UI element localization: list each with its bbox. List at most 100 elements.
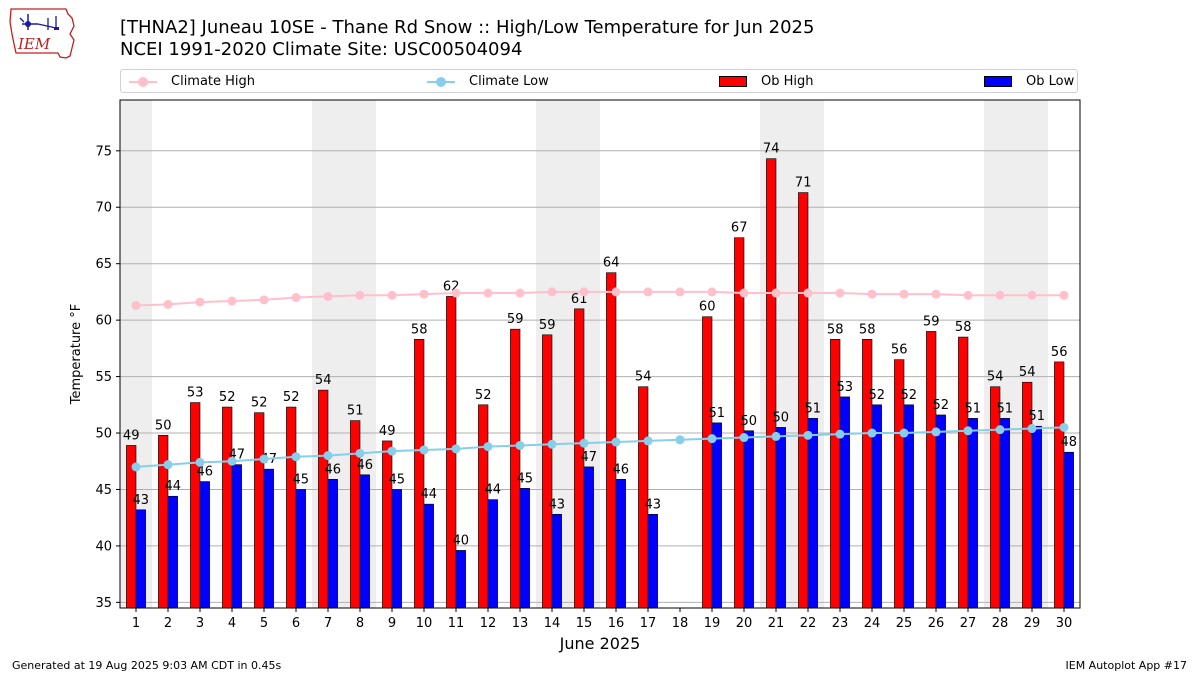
ob-low-value-label: 51	[965, 401, 982, 416]
ob-low-value-label: 46	[197, 465, 214, 480]
ob-low-bar	[359, 474, 370, 609]
ob-high-bar	[190, 402, 201, 609]
ob-low-bar	[967, 418, 978, 609]
y-tick-label: 65	[95, 257, 112, 272]
ob-high-bar	[286, 406, 297, 609]
climate-high-point	[675, 287, 685, 297]
ob-low-bar	[615, 479, 626, 609]
climate-high-point	[323, 291, 333, 301]
ob-high-value-label: 58	[859, 322, 876, 337]
ob-high-value-label: 51	[347, 404, 364, 419]
ob-high-value-label: 58	[827, 322, 844, 337]
y-tick-label: 45	[95, 483, 112, 498]
ob-low-value-label: 46	[357, 458, 374, 473]
chart-title: [THNA2] Juneau 10SE - Thane Rd Snow :: H…	[120, 17, 815, 38]
climate-low-point	[547, 439, 557, 449]
x-tick-label: 21	[768, 616, 785, 631]
ob-high-bar	[862, 339, 873, 609]
x-tick-label: 20	[736, 616, 753, 631]
legend-label: Climate High	[171, 74, 256, 89]
ob-high-value-label: 52	[283, 390, 300, 405]
ob-low-bar	[1063, 451, 1074, 609]
ob-high-value-label: 59	[539, 318, 556, 333]
climate-low-marker	[436, 77, 446, 87]
ob-low-bar	[583, 466, 594, 609]
ob-low-bar	[935, 414, 946, 609]
climate-low-point	[835, 429, 845, 439]
ob-low-value-label: 43	[549, 497, 566, 512]
legend-label: Ob Low	[1026, 74, 1075, 89]
climate-high-point	[547, 287, 557, 297]
x-tick-label: 5	[260, 616, 268, 631]
climate-high-marker	[138, 77, 148, 87]
ob-low-value-label: 45	[389, 472, 406, 487]
ob-low-bar	[487, 499, 498, 609]
ob-low-bar	[551, 514, 562, 609]
ob-low-value-label: 51	[709, 406, 726, 421]
ob-high-value-label: 50	[155, 418, 172, 433]
climate-low-point	[995, 425, 1005, 435]
ob-high-bar	[414, 339, 425, 609]
x-tick-label: 10	[416, 616, 433, 631]
ob-high-value-label: 58	[411, 322, 428, 337]
ob-low-bar	[743, 430, 754, 609]
x-tick-label: 16	[608, 616, 625, 631]
climate-low-point	[867, 428, 877, 438]
climate-high-point	[227, 296, 237, 306]
ob-low-value-label: 46	[613, 462, 630, 477]
climate-high-point	[739, 288, 749, 298]
x-tick-label: 8	[356, 616, 364, 631]
ob-high-value-label: 54	[1019, 365, 1036, 380]
ob-high-value-label: 67	[731, 221, 748, 236]
x-tick-label: 27	[960, 616, 977, 631]
ob-low-bar	[423, 503, 434, 609]
ob-low-bar	[295, 489, 306, 609]
x-tick-label: 24	[864, 616, 881, 631]
ob-high-bar	[926, 331, 937, 609]
iem-logo: IEM	[9, 8, 75, 59]
climate-high-point	[515, 288, 525, 298]
x-tick-label: 3	[196, 616, 204, 631]
ob-high-value-label: 56	[1051, 345, 1068, 360]
ob-high-value-label: 59	[507, 312, 524, 327]
climate-high-point	[963, 290, 973, 300]
y-tick-label: 40	[95, 539, 112, 554]
ob-low-value-label: 51	[805, 401, 822, 416]
ob-low-value-label: 52	[901, 388, 918, 403]
x-tick-label: 26	[928, 616, 945, 631]
climate-low-point	[739, 433, 749, 443]
climate-low-point	[963, 426, 973, 436]
ob-low-value-label: 45	[293, 472, 310, 487]
ob-low-value-label: 43	[133, 493, 150, 508]
chart-legend: Climate High Climate Low Ob High Ob Low	[120, 69, 1078, 93]
ob-low-swatch	[984, 76, 1012, 87]
climate-low-point	[131, 462, 141, 472]
climate-low-line	[135, 426, 1065, 468]
y-tick-label: 35	[95, 596, 112, 611]
x-tick-label: 29	[1024, 616, 1041, 631]
ob-low-bar	[199, 481, 210, 609]
climate-low-point	[451, 444, 461, 454]
ob-low-value-label: 40	[453, 533, 470, 548]
ob-low-value-label: 50	[741, 414, 758, 429]
climate-high-point	[451, 288, 461, 298]
climate-low-point	[419, 445, 429, 455]
climate-high-point	[995, 290, 1005, 300]
climate-high-point	[931, 289, 941, 299]
ob-low-bar	[231, 464, 242, 609]
climate-high-point	[771, 288, 781, 298]
x-tick-label: 14	[544, 616, 561, 631]
climate-high-point	[259, 295, 269, 305]
climate-high-point	[131, 300, 141, 310]
x-tick-label: 23	[832, 616, 849, 631]
ob-high-bar	[990, 386, 1001, 609]
ob-high-value-label: 58	[955, 320, 972, 335]
y-axis-label: Temperature °F	[69, 304, 84, 405]
climate-low-point	[323, 451, 333, 461]
ob-low-value-label: 45	[517, 471, 534, 486]
x-tick-label: 22	[800, 616, 817, 631]
climate-high-point	[867, 289, 877, 299]
climate-low-point	[643, 436, 653, 446]
chart-subtitle: NCEI 1991-2020 Climate Site: USC00504094	[120, 39, 523, 60]
x-axis-label: June 2025	[559, 634, 641, 653]
